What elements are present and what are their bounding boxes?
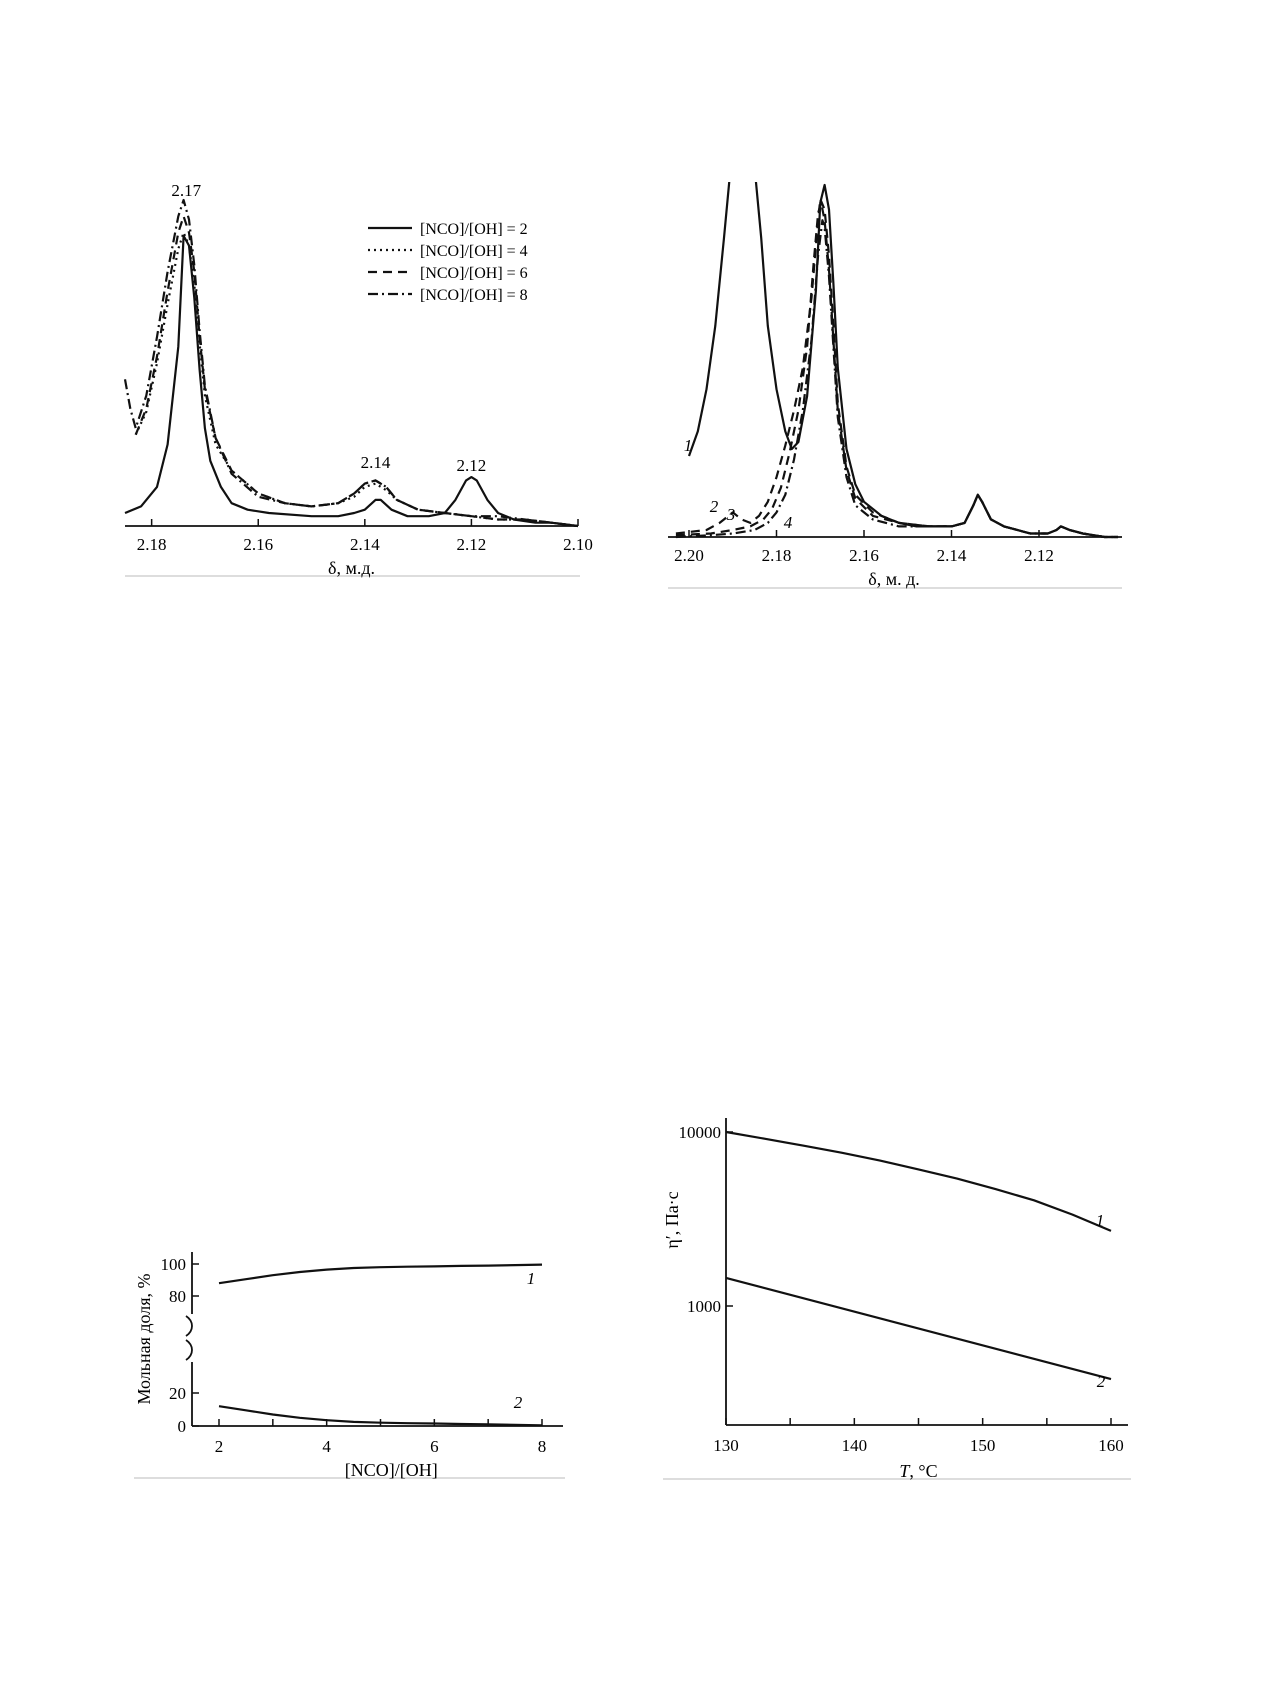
c4-series-1 [725,1276,1112,1381]
c4-xlabel: T, °C [899,1461,937,1481]
c2-xtick-label: 2.16 [849,546,879,565]
c4-ylabel: η′, Па·с [662,1191,682,1248]
c3-xlabel: [NCO]/[OH] [345,1460,438,1480]
c3-series-0 [218,1263,543,1285]
c2-xtick-label: 2.20 [674,546,704,565]
c4-xtick-label: 160 [1098,1436,1124,1455]
c4-xtick-label: 150 [970,1436,996,1455]
c2-xtick-label: 2.14 [937,546,967,565]
c1-peak-label: 2.12 [457,456,487,475]
c3-xtick-label: 8 [538,1437,547,1456]
c1-xtick-label: 2.18 [137,535,167,554]
c1-series-2 [134,215,579,528]
c1-legend-label: [NCO]/[OH] = 6 [420,265,528,282]
c4-curve-label: 2 [1097,1372,1106,1391]
c4-xtick-label: 140 [842,1436,868,1455]
c2-xtick-label: 2.18 [762,546,792,565]
c2-curve-label: 3 [726,505,736,524]
c2-series-1 [675,198,1118,539]
c3-ytick-label: 20 [169,1384,186,1403]
c2-curve-label: 2 [710,497,719,516]
c1-legend-label: [NCO]/[OH] = 2 [420,221,528,238]
c3-ytick-label: 100 [161,1255,187,1274]
c3-xtick-label: 6 [430,1437,439,1456]
c2-series-2 [675,201,1118,539]
c3-curve-label: 2 [514,1393,523,1412]
c4-ytick-label: 10000 [679,1123,722,1142]
c1-series-1 [134,231,579,528]
c1-peak-label: 2.17 [171,181,201,200]
c3-axis-break [185,1315,193,1361]
c3-series-1 [218,1405,543,1427]
c1-series-0 [124,234,579,528]
c3-curve-label: 1 [527,1269,536,1288]
c4-xtick-label: 130 [713,1436,739,1455]
c1-xtick-label: 2.14 [350,535,380,554]
c4-curve-label: 1 [1096,1211,1105,1230]
c1-series-3 [123,198,579,528]
c2-xtick-label: 2.12 [1024,546,1054,565]
c4-ytick-label: 1000 [687,1297,721,1316]
c1-xlabel: δ, м.д. [328,558,375,578]
c3-ylabel: Мольная доля, % [134,1273,154,1404]
c4-series-0 [725,1130,1112,1232]
c1-legend-label: [NCO]/[OH] = 4 [420,243,528,260]
c1-xtick-label: 2.16 [243,535,273,554]
c1-peak-label: 2.14 [361,453,391,472]
c1-legend-label: [NCO]/[OH] = 8 [420,287,528,304]
c2-series-0 [687,182,1118,539]
c2-series-3 [675,219,1118,539]
c3-xtick-label: 4 [322,1437,331,1456]
c2-xlabel: δ, м. д. [868,569,920,589]
c1-xtick-label: 2.12 [457,535,487,554]
c3-xtick-label: 2 [215,1437,224,1456]
c3-ytick-label: 0 [178,1417,187,1436]
c2-curve-label: 1 [684,436,693,455]
c3-ytick-label: 80 [169,1287,186,1306]
c1-xtick-label: 2.10 [563,535,593,554]
c2-curve-label: 4 [784,513,793,532]
